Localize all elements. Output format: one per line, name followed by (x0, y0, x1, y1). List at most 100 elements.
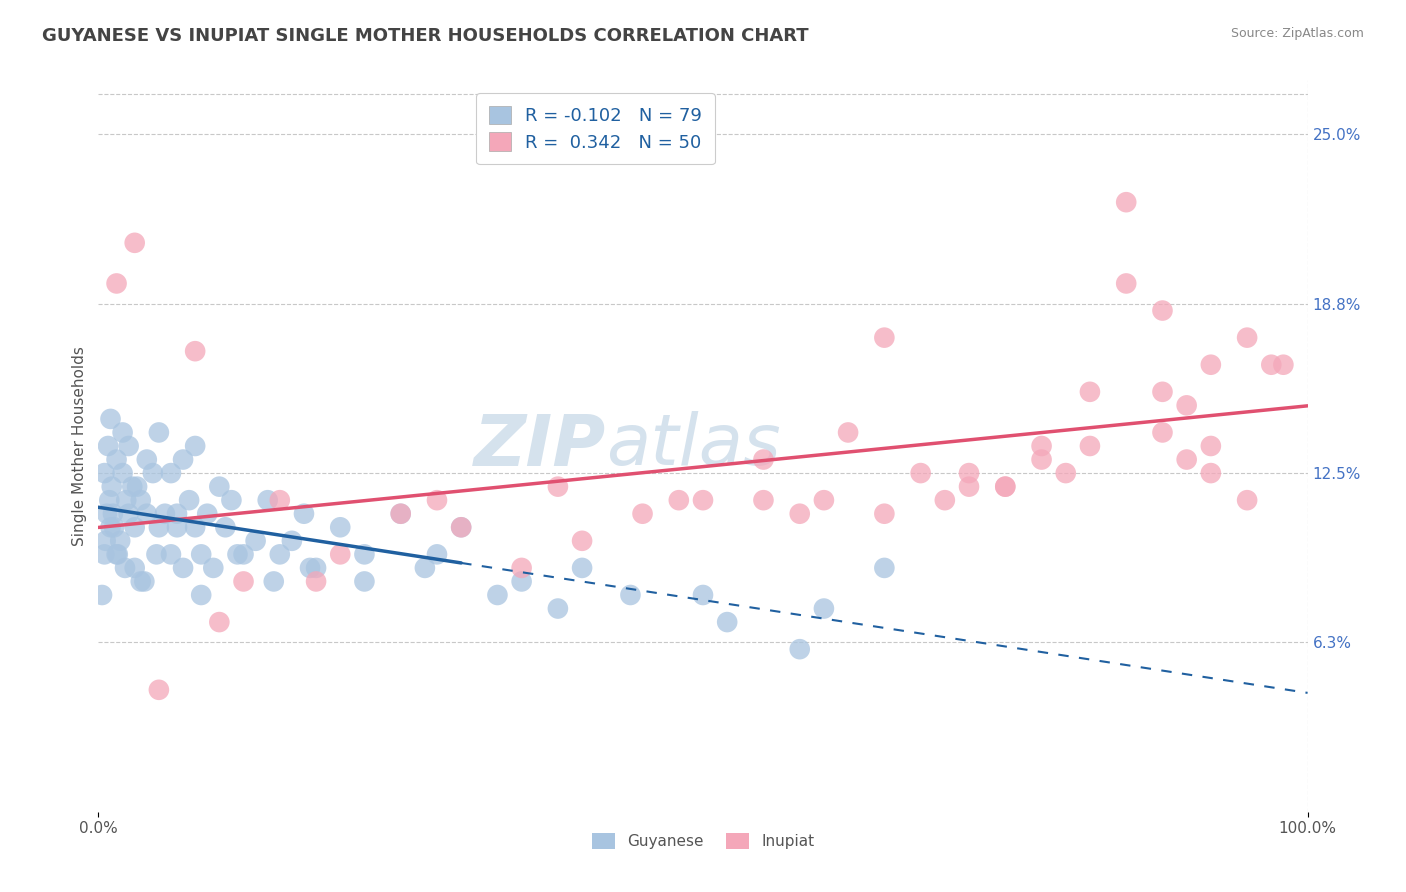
Point (124, 561, 146, 575)
Point (329, 520, 352, 534)
Point (115, 493, 138, 508)
Point (118, 507, 141, 521)
Point (813, 601, 835, 615)
Point (135, 452, 157, 467)
Point (129, 574, 152, 589)
Point (789, 642, 811, 657)
Point (426, 493, 449, 508)
Point (1078, 384, 1101, 399)
Point (510, 561, 533, 575)
Point (118, 439, 141, 453)
Point (93, 547, 115, 561)
Point (292, 507, 315, 521)
Point (160, 547, 183, 561)
Point (97, 439, 120, 453)
Point (100, 480, 122, 494)
Point (329, 547, 352, 561)
Point (571, 533, 593, 548)
Text: Source: ZipAtlas.com: Source: ZipAtlas.com (1230, 27, 1364, 40)
Point (226, 547, 249, 561)
Point (1115, 277, 1137, 291)
Point (108, 533, 131, 548)
Point (837, 425, 859, 440)
Point (873, 331, 896, 345)
Point (413, 561, 436, 575)
Point (172, 561, 194, 575)
Point (184, 439, 207, 453)
Point (179, 493, 201, 508)
Point (172, 452, 194, 467)
Point (281, 533, 304, 548)
Point (486, 588, 509, 602)
Point (153, 507, 176, 521)
Point (353, 574, 375, 589)
Point (190, 547, 212, 561)
Point (1152, 425, 1174, 440)
Point (124, 235, 146, 250)
Point (450, 520, 472, 534)
Point (91, 588, 114, 602)
Point (631, 507, 654, 521)
Point (1236, 331, 1258, 345)
Point (1031, 452, 1053, 467)
Point (135, 507, 157, 521)
Point (195, 507, 218, 521)
Point (245, 533, 267, 548)
Point (619, 588, 641, 602)
Point (107, 547, 129, 561)
Point (510, 574, 533, 589)
Point (160, 466, 183, 480)
Point (134, 574, 156, 589)
Point (547, 480, 569, 494)
Point (957, 480, 980, 494)
Point (202, 561, 225, 575)
Point (190, 588, 212, 602)
Point (100, 412, 122, 426)
Point (716, 615, 738, 629)
Point (221, 493, 243, 508)
Point (873, 561, 896, 575)
Point (94, 533, 117, 548)
Point (121, 480, 143, 494)
Point (1152, 384, 1174, 399)
Point (148, 682, 170, 697)
Point (1260, 358, 1282, 372)
Y-axis label: Single Mother Households: Single Mother Households (72, 346, 87, 546)
Point (305, 561, 328, 575)
Point (1152, 303, 1174, 318)
Point (571, 561, 593, 575)
Point (148, 425, 170, 440)
Point (103, 520, 125, 534)
Point (353, 547, 375, 561)
Point (873, 507, 896, 521)
Point (1199, 439, 1222, 453)
Point (184, 520, 207, 534)
Point (269, 493, 291, 508)
Point (1199, 466, 1222, 480)
Point (1175, 452, 1198, 467)
Point (166, 520, 188, 534)
Point (299, 561, 322, 575)
Point (692, 588, 714, 602)
Point (184, 344, 207, 359)
Point (547, 601, 569, 615)
Point (389, 507, 412, 521)
Point (1272, 358, 1295, 372)
Point (111, 466, 134, 480)
Point (910, 466, 932, 480)
Point (1031, 439, 1053, 453)
Point (426, 547, 449, 561)
Legend: Guyanese, Inupiat: Guyanese, Inupiat (585, 827, 821, 855)
Point (1115, 195, 1137, 210)
Point (111, 425, 134, 440)
Text: atlas: atlas (606, 411, 780, 481)
Point (148, 520, 170, 534)
Point (1078, 439, 1101, 453)
Point (101, 507, 124, 521)
Point (450, 520, 472, 534)
Point (1054, 466, 1077, 480)
Point (124, 520, 146, 534)
Point (813, 493, 835, 508)
Point (105, 452, 128, 467)
Text: ZIP: ZIP (474, 411, 606, 481)
